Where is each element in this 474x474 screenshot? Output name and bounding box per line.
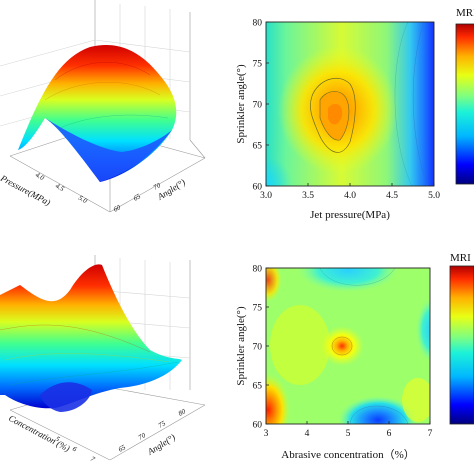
axis-label: Concentration (%) — [7, 413, 72, 454]
y-axis-label: Sprinkler angle(°) — [235, 64, 247, 144]
x-tick-label: 4.0 — [344, 191, 356, 201]
heatmap-ticks-top-right: 3.0 3.5 4.0 4.5 5.0 60 65 70 75 80 — [253, 19, 441, 202]
x-tick-label: 4 — [305, 429, 310, 439]
surface-plot-top-left: 4.0 4.5 5.0 Pressure(MPa) 60 65 70 Angle… — [0, 0, 206, 214]
y-tick-label: 65 — [253, 142, 263, 152]
surface-bottom-left — [0, 264, 182, 409]
x-tick-label: 7 — [428, 429, 433, 439]
surface-x-ticks-top-left: 4.0 4.5 5.0 — [34, 171, 89, 206]
x-tick-label: 6 — [387, 429, 392, 439]
surface-top-left — [18, 45, 177, 182]
tick-label: 60 — [112, 203, 122, 214]
tick-label: 75 — [157, 419, 167, 430]
x-tick-label: 5 — [346, 429, 351, 439]
surface-front-face-top-left — [45, 118, 172, 182]
surface-y-ticks-bottom-left: 65 70 75 80 — [117, 407, 187, 454]
tick-label: 70 — [137, 431, 147, 442]
y-tick-label: 75 — [253, 304, 263, 314]
surface-plot-bottom-left: 5 6 7 Concentration (%) 65 70 75 80 Angl… — [0, 255, 206, 464]
tick-label: 65 — [132, 192, 142, 203]
x-tick-label: 4.5 — [386, 191, 398, 201]
tick-label: 6 — [71, 445, 78, 454]
x-axis-label: Abrasive concentration（%） — [281, 448, 414, 461]
x-tick-label: 3.5 — [302, 191, 314, 201]
colorbar-title: MRI — [456, 7, 474, 19]
colorbar-bottom-right: MRI — [440, 244, 474, 430]
tick-label: 70 — [152, 181, 162, 192]
y-tick-label: 75 — [253, 60, 263, 70]
surface-trough-bottom-left — [40, 382, 92, 412]
contour-line — [310, 77, 356, 153]
y-tick-label: 70 — [253, 101, 263, 111]
x-tick-label: 3.0 — [260, 191, 272, 201]
y-tick-label: 60 — [253, 421, 263, 431]
heatmap-bottom-right: 3 4 5 6 7 60 65 70 75 80 Abrasive concentration（%… — [235, 244, 474, 461]
y-tick-label: 70 — [253, 343, 263, 353]
tick-label: 4.0 — [34, 171, 46, 183]
heatmap-ticks-bottom-right: 3 4 5 6 7 60 65 70 75 80 — [253, 265, 433, 440]
y-tick-label: 80 — [253, 19, 263, 29]
x-tick-label: 3 — [264, 429, 269, 439]
axis-label: Pressure(MPa) — [0, 172, 52, 207]
surface-y-ticks-top-left: 60 65 70 — [112, 181, 162, 214]
y-tick-label: 80 — [253, 265, 263, 275]
heatmap-top-right: 3.0 3.5 4.0 4.5 5.0 60 65 70 75 80 Jet pressure(M… — [235, 0, 474, 221]
tick-label: 4.5 — [54, 182, 66, 194]
y-tick-label: 60 — [253, 183, 263, 193]
axis-label: Angle(°) — [145, 432, 177, 457]
surface-x-ticks-bottom-left: 5 6 7 — [54, 435, 96, 464]
tick-label: 5 — [54, 435, 61, 444]
tick-label: 7 — [89, 455, 96, 464]
x-tick-label: 5.0 — [428, 191, 440, 201]
tick-label: 80 — [177, 407, 187, 418]
x-axis-label: Jet pressure(MPa) — [310, 209, 390, 221]
tick-label: 65 — [117, 443, 127, 454]
colorbar-top-right: MRI — [446, 0, 474, 188]
y-tick-label: 65 — [253, 382, 263, 392]
colorbar-title: MRI — [450, 252, 471, 264]
tick-label: 5.0 — [77, 194, 89, 206]
y-axis-label: Sprinkler angle(°) — [235, 306, 247, 386]
axis-label: Angle(°) — [155, 177, 187, 202]
